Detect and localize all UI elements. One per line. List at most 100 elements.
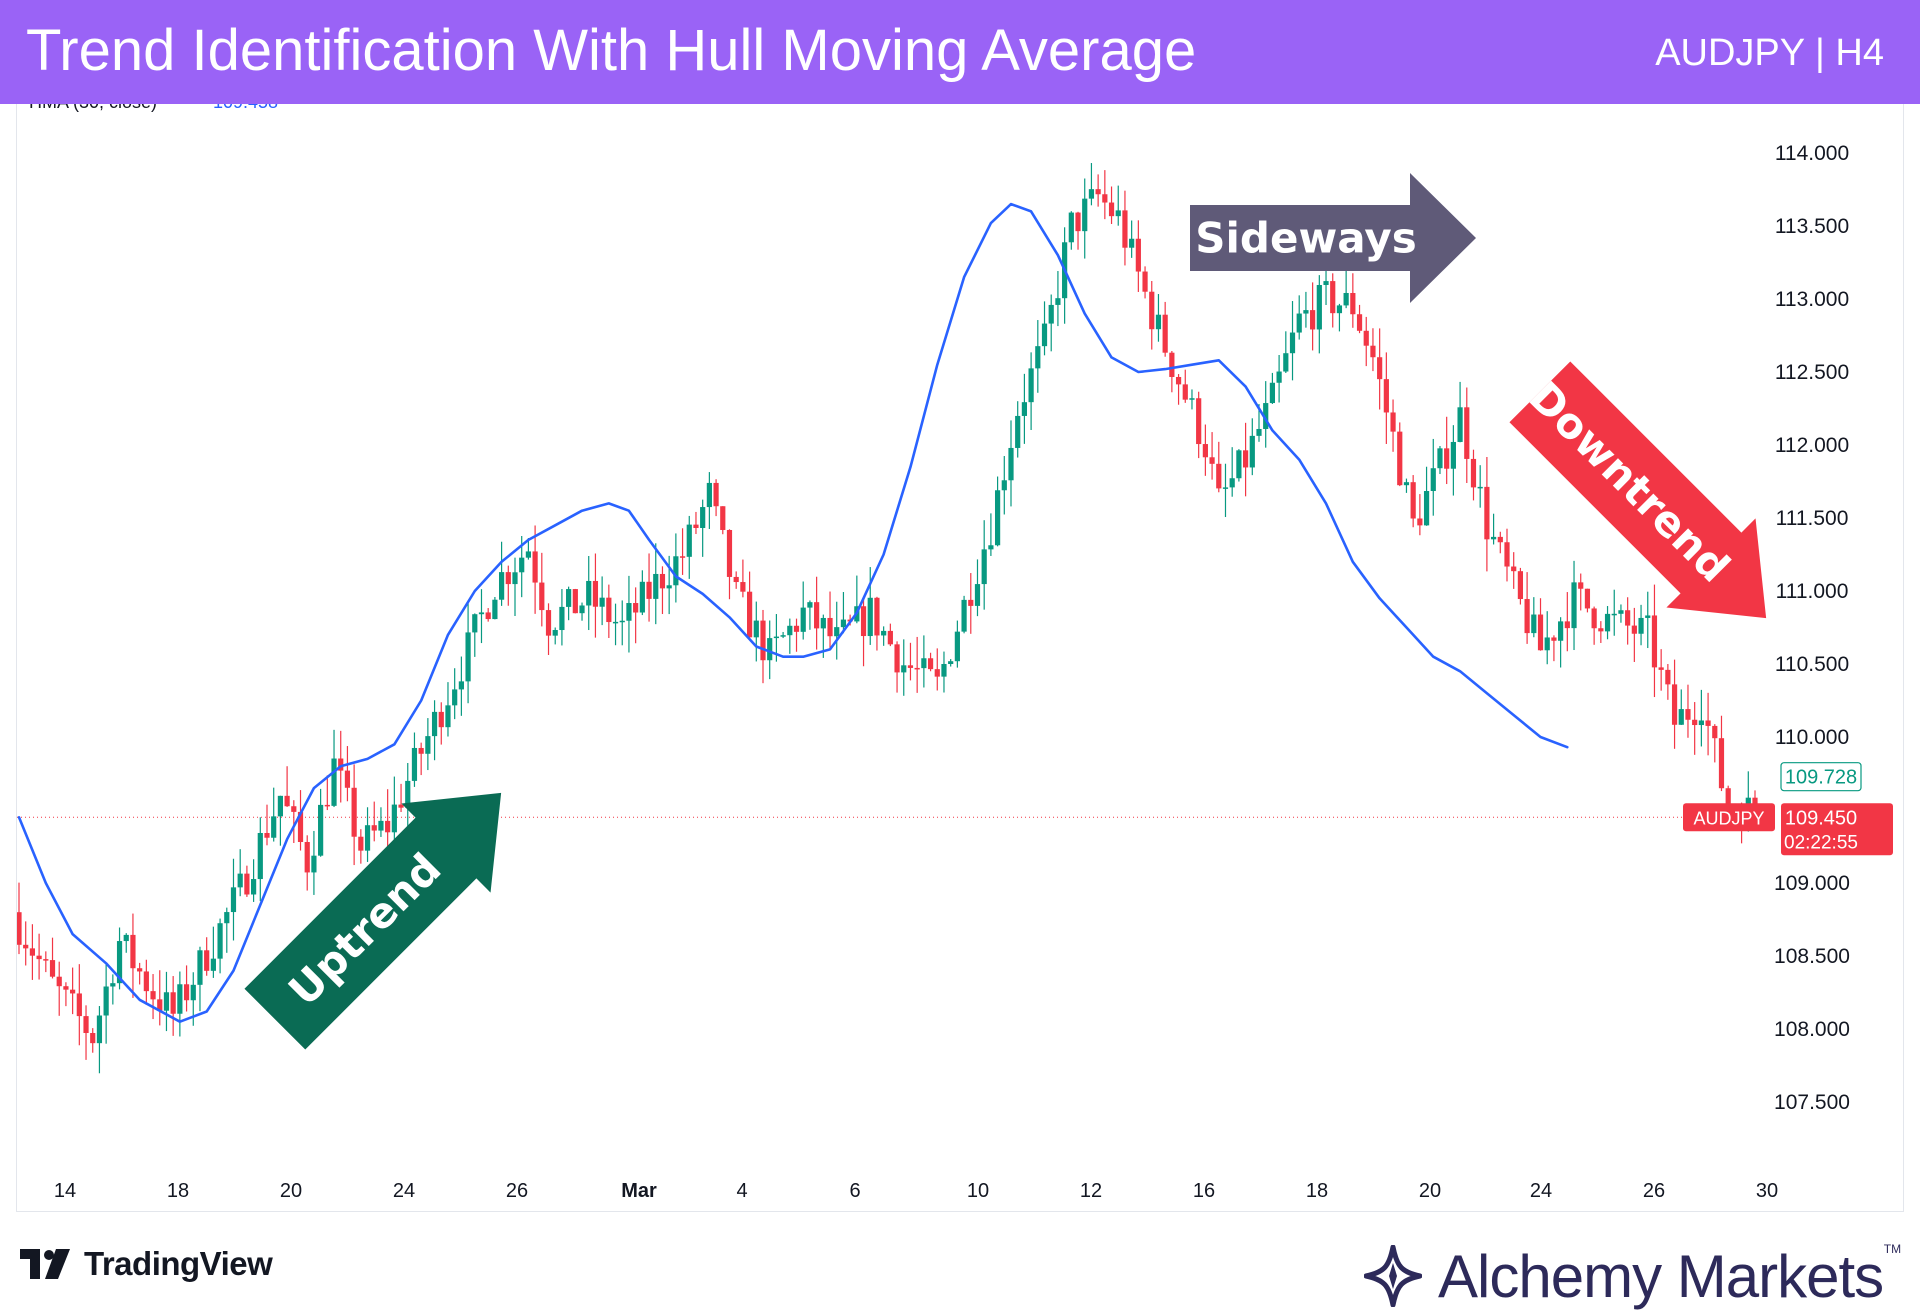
candle-body <box>793 625 800 632</box>
candle-body <box>418 747 424 754</box>
y-tick-label: 113.500 <box>1775 215 1849 238</box>
candle-body <box>318 804 324 856</box>
candle-body <box>431 711 438 737</box>
candle-body <box>1457 407 1463 442</box>
chart-frame[interactable]: 114.000 113.500 113.000 112.500 112.000 111.5… <box>16 104 1904 1212</box>
candle-body <box>1216 463 1222 489</box>
candle-body <box>1068 212 1074 243</box>
candle-body <box>1363 330 1369 346</box>
candle-body <box>1048 304 1054 324</box>
downtrend-arrow-shape <box>1509 361 1767 619</box>
y-tick-label: 108.000 <box>1774 1018 1850 1041</box>
candle-body <box>244 873 250 895</box>
candle-body <box>1021 402 1028 416</box>
candle-body <box>338 758 344 771</box>
candle-body <box>438 711 444 728</box>
candle-body <box>284 795 290 807</box>
candle-body <box>887 630 893 645</box>
candle-body <box>230 887 237 913</box>
candle-body <box>599 597 605 607</box>
price-chart[interactable]: 114.000 113.500 113.000 112.500 112.000 111.5… <box>17 104 1903 1211</box>
candle-body <box>1698 720 1704 726</box>
candle-body <box>626 603 632 621</box>
candle-body <box>1444 448 1450 469</box>
candle-body <box>512 572 518 585</box>
last-price-label: 109.450 <box>1785 807 1857 829</box>
tradingview-icon <box>20 1249 70 1279</box>
candle-body <box>693 524 699 528</box>
candle-body <box>1591 608 1597 629</box>
candle-body <box>96 1015 103 1044</box>
candle-body <box>927 658 934 670</box>
candle-body <box>311 855 317 873</box>
candle-body <box>405 780 411 808</box>
candle-body <box>1356 314 1363 331</box>
candle-body <box>532 551 538 583</box>
candle-body <box>1336 305 1343 314</box>
candle-body <box>1209 457 1215 464</box>
candle-body <box>619 620 625 623</box>
candle-body <box>1504 542 1510 567</box>
candle-body <box>150 991 156 1000</box>
candle-body <box>110 983 116 987</box>
y-tick-label: 112.500 <box>1775 361 1849 384</box>
candle-body <box>163 992 170 1011</box>
candle-body <box>860 606 867 637</box>
x-tick-label: 24 <box>1530 1180 1552 1202</box>
candle-body <box>190 984 196 1001</box>
y-tick-label: 108.500 <box>1774 945 1850 968</box>
candle-body <box>1618 610 1624 614</box>
candle-body <box>1296 313 1302 333</box>
candle-body <box>907 665 914 668</box>
x-tick-label: 26 <box>1643 1180 1665 1202</box>
candle-body <box>1551 637 1557 641</box>
candle-body <box>90 1033 96 1044</box>
candle-body <box>700 507 706 528</box>
candle-body <box>378 820 384 831</box>
candle-body <box>1678 709 1684 725</box>
candle-body <box>653 573 659 599</box>
candle-body <box>1082 198 1088 232</box>
candle-body <box>83 1016 89 1034</box>
y-tick-label: 109.000 <box>1774 872 1850 895</box>
candle-body <box>103 986 109 1016</box>
candle-body <box>371 825 377 831</box>
candle-body <box>1249 435 1255 468</box>
candle-body <box>780 635 786 637</box>
candle-body <box>666 585 672 589</box>
candle-body <box>1175 376 1182 385</box>
candle-body <box>277 795 284 817</box>
candle-body <box>250 879 257 895</box>
candle-body <box>1725 788 1731 814</box>
x-tick-label: 18 <box>167 1180 189 1202</box>
candle-body <box>646 581 652 599</box>
candle-body <box>1484 486 1490 540</box>
candle-body <box>726 529 733 577</box>
hma-price-tag <box>1780 762 1862 792</box>
candle-body <box>385 820 391 833</box>
candle-body <box>364 825 371 851</box>
candle-body <box>398 804 404 808</box>
x-tick-label: 24 <box>393 1180 415 1202</box>
candle-body <box>760 620 766 661</box>
candle-body <box>961 599 967 632</box>
symbol-timeframe: AUDJPY | H4 <box>1655 32 1884 74</box>
candle-body <box>1316 285 1322 330</box>
alchemy-star-icon <box>1364 1245 1422 1307</box>
candle-body <box>941 663 947 677</box>
candle-body <box>1423 491 1430 526</box>
y-tick-label: 111.000 <box>1776 580 1849 603</box>
candle-body <box>894 644 900 673</box>
candle-body <box>485 612 491 620</box>
candle-body <box>881 630 887 636</box>
candle-body <box>901 665 907 673</box>
candle-body <box>1350 292 1356 315</box>
candle-body <box>1035 346 1041 369</box>
candle-body <box>572 589 578 614</box>
candle-body <box>358 836 364 851</box>
candle-body <box>1229 478 1235 488</box>
candle-body <box>552 630 558 636</box>
candle-body <box>720 506 726 530</box>
candle-body <box>1276 371 1282 383</box>
candle-body <box>1477 486 1483 489</box>
